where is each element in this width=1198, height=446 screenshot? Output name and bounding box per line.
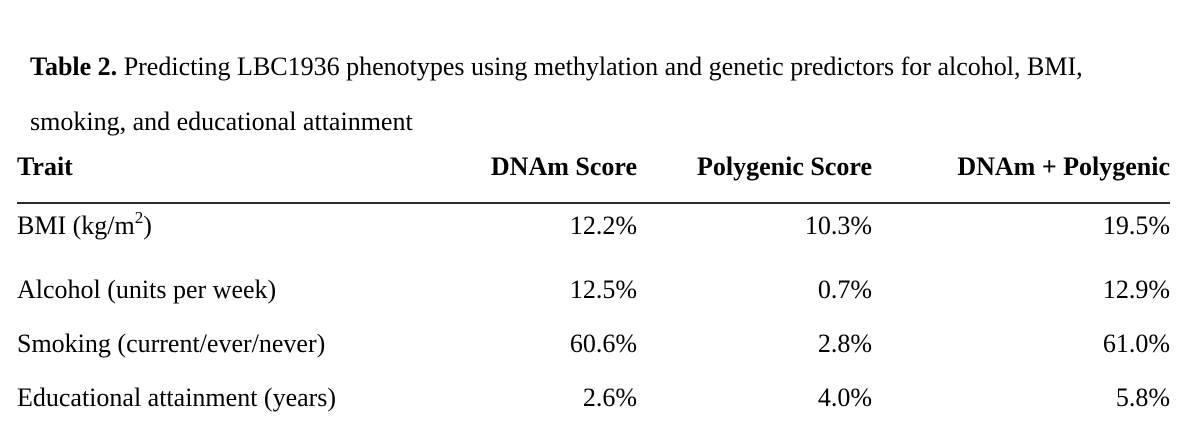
polygenic-score-cell: 10.3% — [804, 211, 872, 240]
table-header: Trait DNAm Score Polygenic Score DNAm + … — [17, 138, 1170, 204]
polygenic-score-cell: 2.8% — [817, 329, 872, 358]
table-caption-text: Predicting LBC1936 phenotypes using meth… — [30, 52, 1083, 136]
header-row: Trait DNAm Score Polygenic Score DNAm + … — [17, 138, 1170, 204]
trait-superscript: 2 — [134, 208, 144, 227]
table-row-smoking: Smoking (current/ever/never) 60.6% 2.8% … — [17, 317, 1170, 371]
column-header-dnam-score: DNAm Score — [437, 138, 637, 204]
dnam-plus-polygenic-cell: 12.9% — [1102, 275, 1170, 304]
table-row-bmi: BMI (kg/m2) 12.2% 10.3% 19.5% — [17, 203, 1170, 263]
polygenic-score-cell: 4.0% — [817, 383, 872, 412]
dnam-plus-polygenic-cell: 61.0% — [1102, 329, 1170, 358]
trait-cell: BMI (kg/m2) — [17, 203, 437, 263]
dnam-score-cell: 60.6% — [569, 329, 637, 358]
table-row-educational-attainment: Educational attainment (years) 2.6% 4.0%… — [17, 371, 1170, 425]
trait-label: BMI (kg/m — [17, 211, 135, 240]
column-header-trait: Trait — [17, 138, 437, 204]
polygenic-score-cell: 0.7% — [817, 275, 872, 304]
trait-label-suffix: ) — [143, 211, 152, 240]
trait-cell: Smoking (current/ever/never) — [17, 317, 437, 371]
table-caption-label: Table 2. — [30, 52, 118, 81]
dnam-score-cell: 12.5% — [569, 275, 637, 304]
dnam-plus-polygenic-cell: 19.5% — [1102, 211, 1170, 240]
trait-cell: Educational attainment (years) — [17, 371, 437, 425]
table-row-alcohol: Alcohol (units per week) 12.5% 0.7% 12.9… — [17, 263, 1170, 317]
column-header-polygenic-score: Polygenic Score — [637, 138, 872, 204]
trait-label: Educational attainment (years) — [17, 383, 337, 412]
table-caption: Table 2. Predicting LBC1936 phenotypes u… — [30, 39, 1155, 149]
dnam-score-cell: 12.2% — [569, 211, 637, 240]
trait-label: Smoking (current/ever/never) — [17, 329, 326, 358]
dnam-score-cell: 2.6% — [582, 383, 637, 412]
results-table: Trait DNAm Score Polygenic Score DNAm + … — [17, 138, 1170, 425]
column-header-dnam-plus-polygenic: DNAm + Polygenic — [872, 138, 1170, 204]
table-body: BMI (kg/m2) 12.2% 10.3% 19.5% Alcohol (u… — [17, 203, 1170, 425]
trait-label: Alcohol (units per week) — [17, 275, 277, 304]
trait-cell: Alcohol (units per week) — [17, 263, 437, 317]
dnam-plus-polygenic-cell: 5.8% — [1115, 383, 1170, 412]
